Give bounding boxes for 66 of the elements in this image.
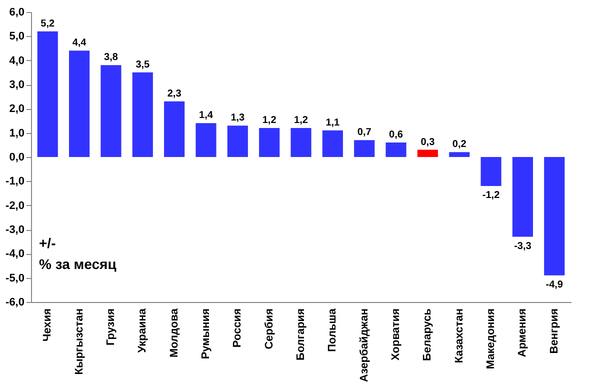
data-label: 2,3 [167, 88, 182, 100]
y-tick-label: 5,0 [9, 30, 24, 43]
x-tick-label: Болгария [295, 308, 307, 360]
bar [417, 150, 438, 157]
bar [227, 126, 248, 157]
bar [449, 152, 470, 157]
y-tick-label: 6,0 [9, 6, 24, 18]
bar [480, 157, 502, 186]
annotation: % за месяц [39, 256, 117, 272]
data-label: 3,5 [136, 59, 150, 70]
x-tick-label: Украина [136, 308, 149, 353]
x-tick-label: Сербия [263, 308, 276, 350]
data-label: 0,7 [357, 127, 372, 138]
data-label: -3,3 [514, 240, 532, 252]
bar [100, 65, 122, 157]
y-tick-label: 0,0 [9, 152, 24, 164]
x-tick-label: Казахстан [453, 308, 466, 364]
y-tick-label: -4,0 [6, 248, 24, 260]
y-tick-label: 3,0 [9, 79, 24, 91]
x-tick-label: Чехия [42, 308, 54, 342]
bar [544, 157, 565, 276]
bar [132, 72, 153, 157]
x-tick-label: Грузия [104, 308, 117, 346]
data-label: 3,8 [104, 52, 118, 64]
data-label: 1,4 [199, 110, 214, 122]
y-tick-label: 1,0 [9, 127, 24, 140]
data-label: 0,2 [452, 139, 467, 150]
x-tick-label: Беларусь [422, 308, 434, 361]
data-label: -1,2 [482, 190, 500, 201]
data-label: 1,3 [230, 112, 246, 124]
bar [290, 128, 312, 157]
bar [196, 123, 216, 157]
x-tick-label: Хорватия [390, 308, 402, 360]
bar [354, 140, 375, 157]
bar [512, 157, 533, 237]
data-label: -4,9 [546, 279, 564, 290]
bar [322, 130, 343, 157]
y-tick-label: -5,0 [6, 272, 24, 284]
bar [69, 50, 90, 157]
data-label: 0,6 [389, 130, 404, 140]
y-tick-label: -1,0 [6, 176, 24, 188]
data-label: 1,1 [326, 117, 340, 128]
data-label: 5,2 [40, 18, 56, 30]
data-label: 0,3 [420, 136, 436, 148]
x-tick-label: Армения [516, 308, 529, 358]
x-tick-label: Польша [326, 308, 339, 352]
x-tick-label: Россия [232, 308, 244, 348]
annotation: +/- [39, 235, 56, 251]
y-tick-label: 2,0 [9, 103, 24, 116]
y-tick-label: -3,0 [6, 224, 24, 236]
x-tick-label: Азербайджан [358, 308, 370, 382]
x-tick-label: Румыния [200, 308, 212, 360]
bar [164, 101, 185, 157]
data-label: 1,2 [262, 115, 277, 126]
y-tick-label: -6,0 [6, 296, 24, 308]
data-label: 1,2 [294, 115, 308, 126]
x-tick-label: Венгрия [548, 308, 560, 354]
x-tick-label: Молдова [168, 308, 180, 358]
data-label: 4,4 [72, 38, 87, 49]
bar [386, 142, 406, 157]
bar [37, 31, 58, 157]
x-tick-label: Македония [485, 308, 498, 370]
bar [259, 128, 280, 157]
y-tick-label: 4,0 [9, 54, 24, 67]
y-tick-label: -2,0 [6, 200, 24, 212]
x-tick-label: Кыргызстан [73, 308, 86, 375]
